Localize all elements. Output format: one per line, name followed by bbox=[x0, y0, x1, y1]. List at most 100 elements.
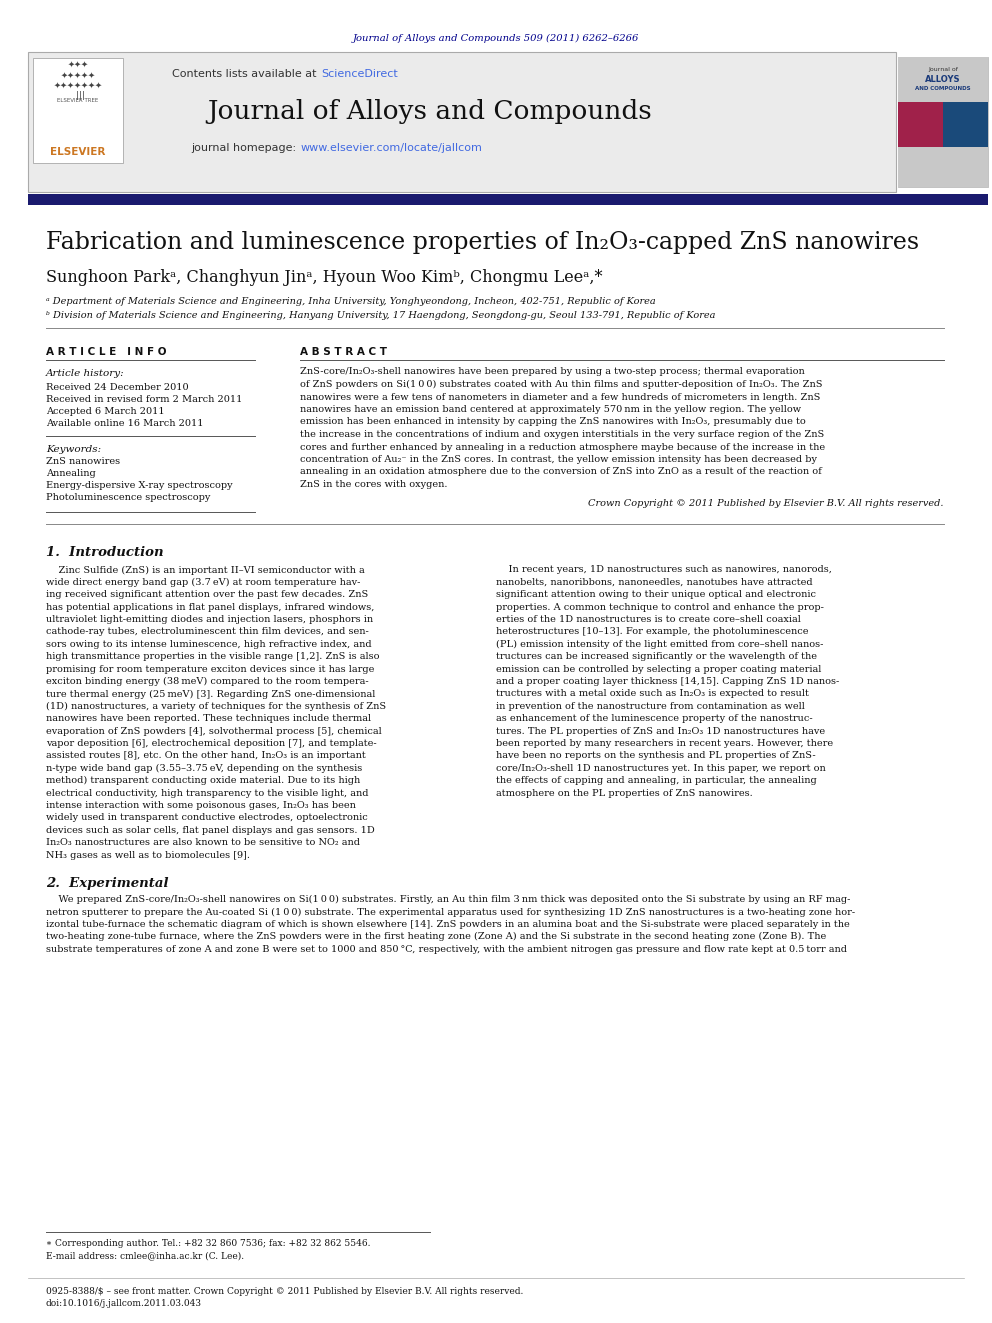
Text: Fabrication and luminescence properties of In₂O₃-capped ZnS nanowires: Fabrication and luminescence properties … bbox=[46, 230, 920, 254]
Text: Annealing: Annealing bbox=[46, 470, 96, 479]
Text: Photoluminescence spectroscopy: Photoluminescence spectroscopy bbox=[46, 493, 210, 503]
Text: emission can be controlled by selecting a proper coating material: emission can be controlled by selecting … bbox=[496, 664, 821, 673]
Text: evaporation of ZnS powders [4], solvothermal process [5], chemical: evaporation of ZnS powders [4], solvothe… bbox=[46, 726, 382, 736]
Text: cores and further enhanced by annealing in a reduction atmosphere maybe because : cores and further enhanced by annealing … bbox=[300, 442, 825, 451]
Text: (PL) emission intensity of the light emitted from core–shell nanos-: (PL) emission intensity of the light emi… bbox=[496, 640, 823, 650]
Text: method) transparent conducting oxide material. Due to its high: method) transparent conducting oxide mat… bbox=[46, 777, 360, 786]
Text: as enhancement of the luminescence property of the nanostruc-: as enhancement of the luminescence prope… bbox=[496, 714, 812, 724]
Text: ture thermal energy (25 meV) [3]. Regarding ZnS one-dimensional: ture thermal energy (25 meV) [3]. Regard… bbox=[46, 689, 375, 699]
Text: nanowires have an emission band centered at approximately 570 nm in the yellow r: nanowires have an emission band centered… bbox=[300, 405, 802, 414]
Text: We prepared ZnS-core/In₂O₃-shell nanowires on Si(1 0 0) substrates. Firstly, an : We prepared ZnS-core/In₂O₃-shell nanowir… bbox=[46, 896, 850, 904]
Text: 2.  Experimental: 2. Experimental bbox=[46, 877, 169, 890]
Text: ultraviolet light-emitting diodes and injection lasers, phosphors in: ultraviolet light-emitting diodes and in… bbox=[46, 615, 373, 624]
Text: widely used in transparent conductive electrodes, optoelectronic: widely used in transparent conductive el… bbox=[46, 814, 368, 823]
Text: NH₃ gases as well as to biomolecules [9].: NH₃ gases as well as to biomolecules [9]… bbox=[46, 851, 250, 860]
Text: netron sputterer to prepare the Au-coated Si (1 0 0) substrate. The experimental: netron sputterer to prepare the Au-coate… bbox=[46, 908, 855, 917]
Text: journal homepage:: journal homepage: bbox=[191, 143, 300, 153]
Text: www.elsevier.com/locate/jallcom: www.elsevier.com/locate/jallcom bbox=[301, 143, 483, 153]
Text: nanowires were a few tens of nanometers in diameter and a few hundreds of microm: nanowires were a few tens of nanometers … bbox=[300, 393, 820, 401]
Text: vapor deposition [6], electrochemical deposition [7], and template-: vapor deposition [6], electrochemical de… bbox=[46, 740, 377, 747]
Text: tructures with a metal oxide such as In₂O₃ is expected to result: tructures with a metal oxide such as In₂… bbox=[496, 689, 808, 699]
Text: of ZnS powders on Si(1 0 0) substrates coated with Au thin films and sputter-dep: of ZnS powders on Si(1 0 0) substrates c… bbox=[300, 380, 822, 389]
Text: 0925-8388/$ – see front matter. Crown Copyright © 2011 Published by Elsevier B.V: 0925-8388/$ – see front matter. Crown Co… bbox=[46, 1286, 524, 1295]
Text: ∗ Corresponding author. Tel.: +82 32 860 7536; fax: +82 32 862 5546.: ∗ Corresponding author. Tel.: +82 32 860… bbox=[46, 1240, 370, 1249]
Text: Journal of Alloys and Compounds 509 (2011) 6262–6266: Journal of Alloys and Compounds 509 (201… bbox=[353, 33, 639, 42]
Text: ScienceDirect: ScienceDirect bbox=[321, 69, 398, 79]
Text: core/In₂O₃-shell 1D nanostructures yet. In this paper, we report on: core/In₂O₃-shell 1D nanostructures yet. … bbox=[496, 763, 825, 773]
Bar bbox=[943, 102, 988, 147]
Text: Received in revised form 2 March 2011: Received in revised form 2 March 2011 bbox=[46, 396, 242, 405]
Text: substrate temperatures of zone A and zone B were set to 1000 and 850 °C, respect: substrate temperatures of zone A and zon… bbox=[46, 945, 847, 954]
Text: nanowires have been reported. These techniques include thermal: nanowires have been reported. These tech… bbox=[46, 714, 371, 724]
Text: Journal of: Journal of bbox=[929, 67, 958, 73]
Text: intense interaction with some poisonous gases, In₂O₃ has been: intense interaction with some poisonous … bbox=[46, 802, 356, 810]
Text: Zinc Sulfide (ZnS) is an important II–VI semiconductor with a: Zinc Sulfide (ZnS) is an important II–VI… bbox=[46, 565, 365, 574]
Bar bbox=[28, 194, 988, 205]
Text: been reported by many researchers in recent years. However, there: been reported by many researchers in rec… bbox=[496, 740, 833, 747]
Text: ZnS nanowires: ZnS nanowires bbox=[46, 458, 120, 467]
Text: erties of the 1D nanostructures is to create core–shell coaxial: erties of the 1D nanostructures is to cr… bbox=[496, 615, 801, 624]
Text: sors owing to its intense luminescence, high refractive index, and: sors owing to its intense luminescence, … bbox=[46, 640, 372, 648]
Text: ZnS in the cores with oxygen.: ZnS in the cores with oxygen. bbox=[300, 480, 447, 490]
Text: promising for room temperature exciton devices since it has large: promising for room temperature exciton d… bbox=[46, 664, 374, 673]
Text: electrical conductivity, high transparency to the visible light, and: electrical conductivity, high transparen… bbox=[46, 789, 368, 798]
Text: Journal of Alloys and Compounds: Journal of Alloys and Compounds bbox=[207, 99, 653, 124]
Text: A B S T R A C T: A B S T R A C T bbox=[300, 347, 387, 357]
Bar bbox=[898, 57, 988, 102]
Text: two-heating zone-tube furnace, where the ZnS powders were in the first heating z: two-heating zone-tube furnace, where the… bbox=[46, 933, 826, 942]
Text: ✦✦✦
✦✦✦✦✦
✦✦✦✦✦✦✦
  |||: ✦✦✦ ✦✦✦✦✦ ✦✦✦✦✦✦✦ ||| bbox=[54, 60, 102, 101]
Text: In recent years, 1D nanostructures such as nanowires, nanorods,: In recent years, 1D nanostructures such … bbox=[496, 565, 832, 574]
Text: n-type wide band gap (3.55–3.75 eV, depending on the synthesis: n-type wide band gap (3.55–3.75 eV, depe… bbox=[46, 763, 362, 773]
Text: high transmittance properties in the visible range [1,2]. ZnS is also: high transmittance properties in the vis… bbox=[46, 652, 380, 662]
Text: In₂O₃ nanostructures are also known to be sensitive to NO₂ and: In₂O₃ nanostructures are also known to b… bbox=[46, 839, 360, 847]
Text: Received 24 December 2010: Received 24 December 2010 bbox=[46, 384, 188, 393]
Bar bbox=[898, 57, 988, 187]
Text: E-mail address: cmlee@inha.ac.kr (C. Lee).: E-mail address: cmlee@inha.ac.kr (C. Lee… bbox=[46, 1252, 244, 1261]
Text: exciton binding energy (38 meV) compared to the room tempera-: exciton binding energy (38 meV) compared… bbox=[46, 677, 369, 687]
Text: A R T I C L E   I N F O: A R T I C L E I N F O bbox=[46, 347, 167, 357]
Bar bbox=[33, 58, 123, 163]
Text: ELSEVIER TREE: ELSEVIER TREE bbox=[58, 98, 98, 102]
Bar bbox=[28, 52, 896, 192]
Text: doi:10.1016/j.jallcom.2011.03.043: doi:10.1016/j.jallcom.2011.03.043 bbox=[46, 1299, 202, 1308]
Text: significant attention owing to their unique optical and electronic: significant attention owing to their uni… bbox=[496, 590, 816, 599]
Text: concentration of Au₂⁻ in the ZnS cores. In contrast, the yellow emission intensi: concentration of Au₂⁻ in the ZnS cores. … bbox=[300, 455, 817, 464]
Text: izontal tube-furnace the schematic diagram of which is shown elsewhere [14]. ZnS: izontal tube-furnace the schematic diagr… bbox=[46, 919, 850, 929]
Text: Keywords:: Keywords: bbox=[46, 445, 101, 454]
Text: annealing in an oxidation atmosphere due to the conversion of ZnS into ZnO as a : annealing in an oxidation atmosphere due… bbox=[300, 467, 821, 476]
Text: 1.  Introduction: 1. Introduction bbox=[46, 545, 164, 558]
Text: Sunghoon Parkᵃ, Changhyun Jinᵃ, Hyoun Woo Kimᵇ, Chongmu Leeᵃ,*: Sunghoon Parkᵃ, Changhyun Jinᵃ, Hyoun Wo… bbox=[46, 270, 602, 287]
Text: Contents lists available at: Contents lists available at bbox=[172, 69, 320, 79]
Text: assisted routes [8], etc. On the other hand, In₂O₃ is an important: assisted routes [8], etc. On the other h… bbox=[46, 751, 366, 761]
Text: properties. A common technique to control and enhance the prop-: properties. A common technique to contro… bbox=[496, 603, 824, 611]
Text: the effects of capping and annealing, in particular, the annealing: the effects of capping and annealing, in… bbox=[496, 777, 816, 786]
Text: wide direct energy band gap (3.7 eV) at room temperature hav-: wide direct energy band gap (3.7 eV) at … bbox=[46, 578, 360, 587]
Text: and a proper coating layer thickness [14,15]. Capping ZnS 1D nanos-: and a proper coating layer thickness [14… bbox=[496, 677, 839, 687]
Bar bbox=[898, 147, 988, 187]
Text: AND COMPOUNDS: AND COMPOUNDS bbox=[916, 86, 971, 90]
Text: ing received significant attention over the past few decades. ZnS: ing received significant attention over … bbox=[46, 590, 368, 599]
Text: has potential applications in flat panel displays, infrared windows,: has potential applications in flat panel… bbox=[46, 603, 374, 611]
Text: in prevention of the nanostructure from contamination as well: in prevention of the nanostructure from … bbox=[496, 703, 805, 710]
Text: nanobelts, nanoribbons, nanoneedles, nanotubes have attracted: nanobelts, nanoribbons, nanoneedles, nan… bbox=[496, 578, 812, 587]
Text: heterostructures [10–13]. For example, the photoluminescence: heterostructures [10–13]. For example, t… bbox=[496, 627, 808, 636]
Text: (1D) nanostructures, a variety of techniques for the synthesis of ZnS: (1D) nanostructures, a variety of techni… bbox=[46, 701, 386, 710]
Text: ᵇ Division of Materials Science and Engineering, Hanyang University, 17 Haengdon: ᵇ Division of Materials Science and Engi… bbox=[46, 311, 715, 319]
Text: tructures can be increased significantly or the wavelength of the: tructures can be increased significantly… bbox=[496, 652, 817, 662]
Text: Article history:: Article history: bbox=[46, 369, 125, 378]
Text: the increase in the concentrations of indium and oxygen interstitials in the ver: the increase in the concentrations of in… bbox=[300, 430, 824, 439]
Text: Energy-dispersive X-ray spectroscopy: Energy-dispersive X-ray spectroscopy bbox=[46, 482, 233, 491]
Text: tures. The PL properties of ZnS and In₂O₃ 1D nanostructures have: tures. The PL properties of ZnS and In₂O… bbox=[496, 726, 825, 736]
Text: ᵃ Department of Materials Science and Engineering, Inha University, Yonghyeondon: ᵃ Department of Materials Science and En… bbox=[46, 298, 656, 307]
Text: Crown Copyright © 2011 Published by Elsevier B.V. All rights reserved.: Crown Copyright © 2011 Published by Else… bbox=[588, 500, 944, 508]
Text: ELSEVIER: ELSEVIER bbox=[51, 147, 106, 157]
Bar bbox=[898, 102, 943, 147]
Text: cathode-ray tubes, electroluminescent thin film devices, and sen-: cathode-ray tubes, electroluminescent th… bbox=[46, 627, 369, 636]
Text: Available online 16 March 2011: Available online 16 March 2011 bbox=[46, 419, 203, 429]
Text: atmosphere on the PL properties of ZnS nanowires.: atmosphere on the PL properties of ZnS n… bbox=[496, 789, 753, 798]
Text: devices such as solar cells, flat panel displays and gas sensors. 1D: devices such as solar cells, flat panel … bbox=[46, 826, 375, 835]
Text: emission has been enhanced in intensity by capping the ZnS nanowires with In₂O₃,: emission has been enhanced in intensity … bbox=[300, 418, 806, 426]
Text: have been no reports on the synthesis and PL properties of ZnS-: have been no reports on the synthesis an… bbox=[496, 751, 815, 761]
Text: ZnS-core/In₂O₃-shell nanowires have been prepared by using a two-step process; t: ZnS-core/In₂O₃-shell nanowires have been… bbox=[300, 368, 805, 377]
Text: Accepted 6 March 2011: Accepted 6 March 2011 bbox=[46, 407, 165, 417]
